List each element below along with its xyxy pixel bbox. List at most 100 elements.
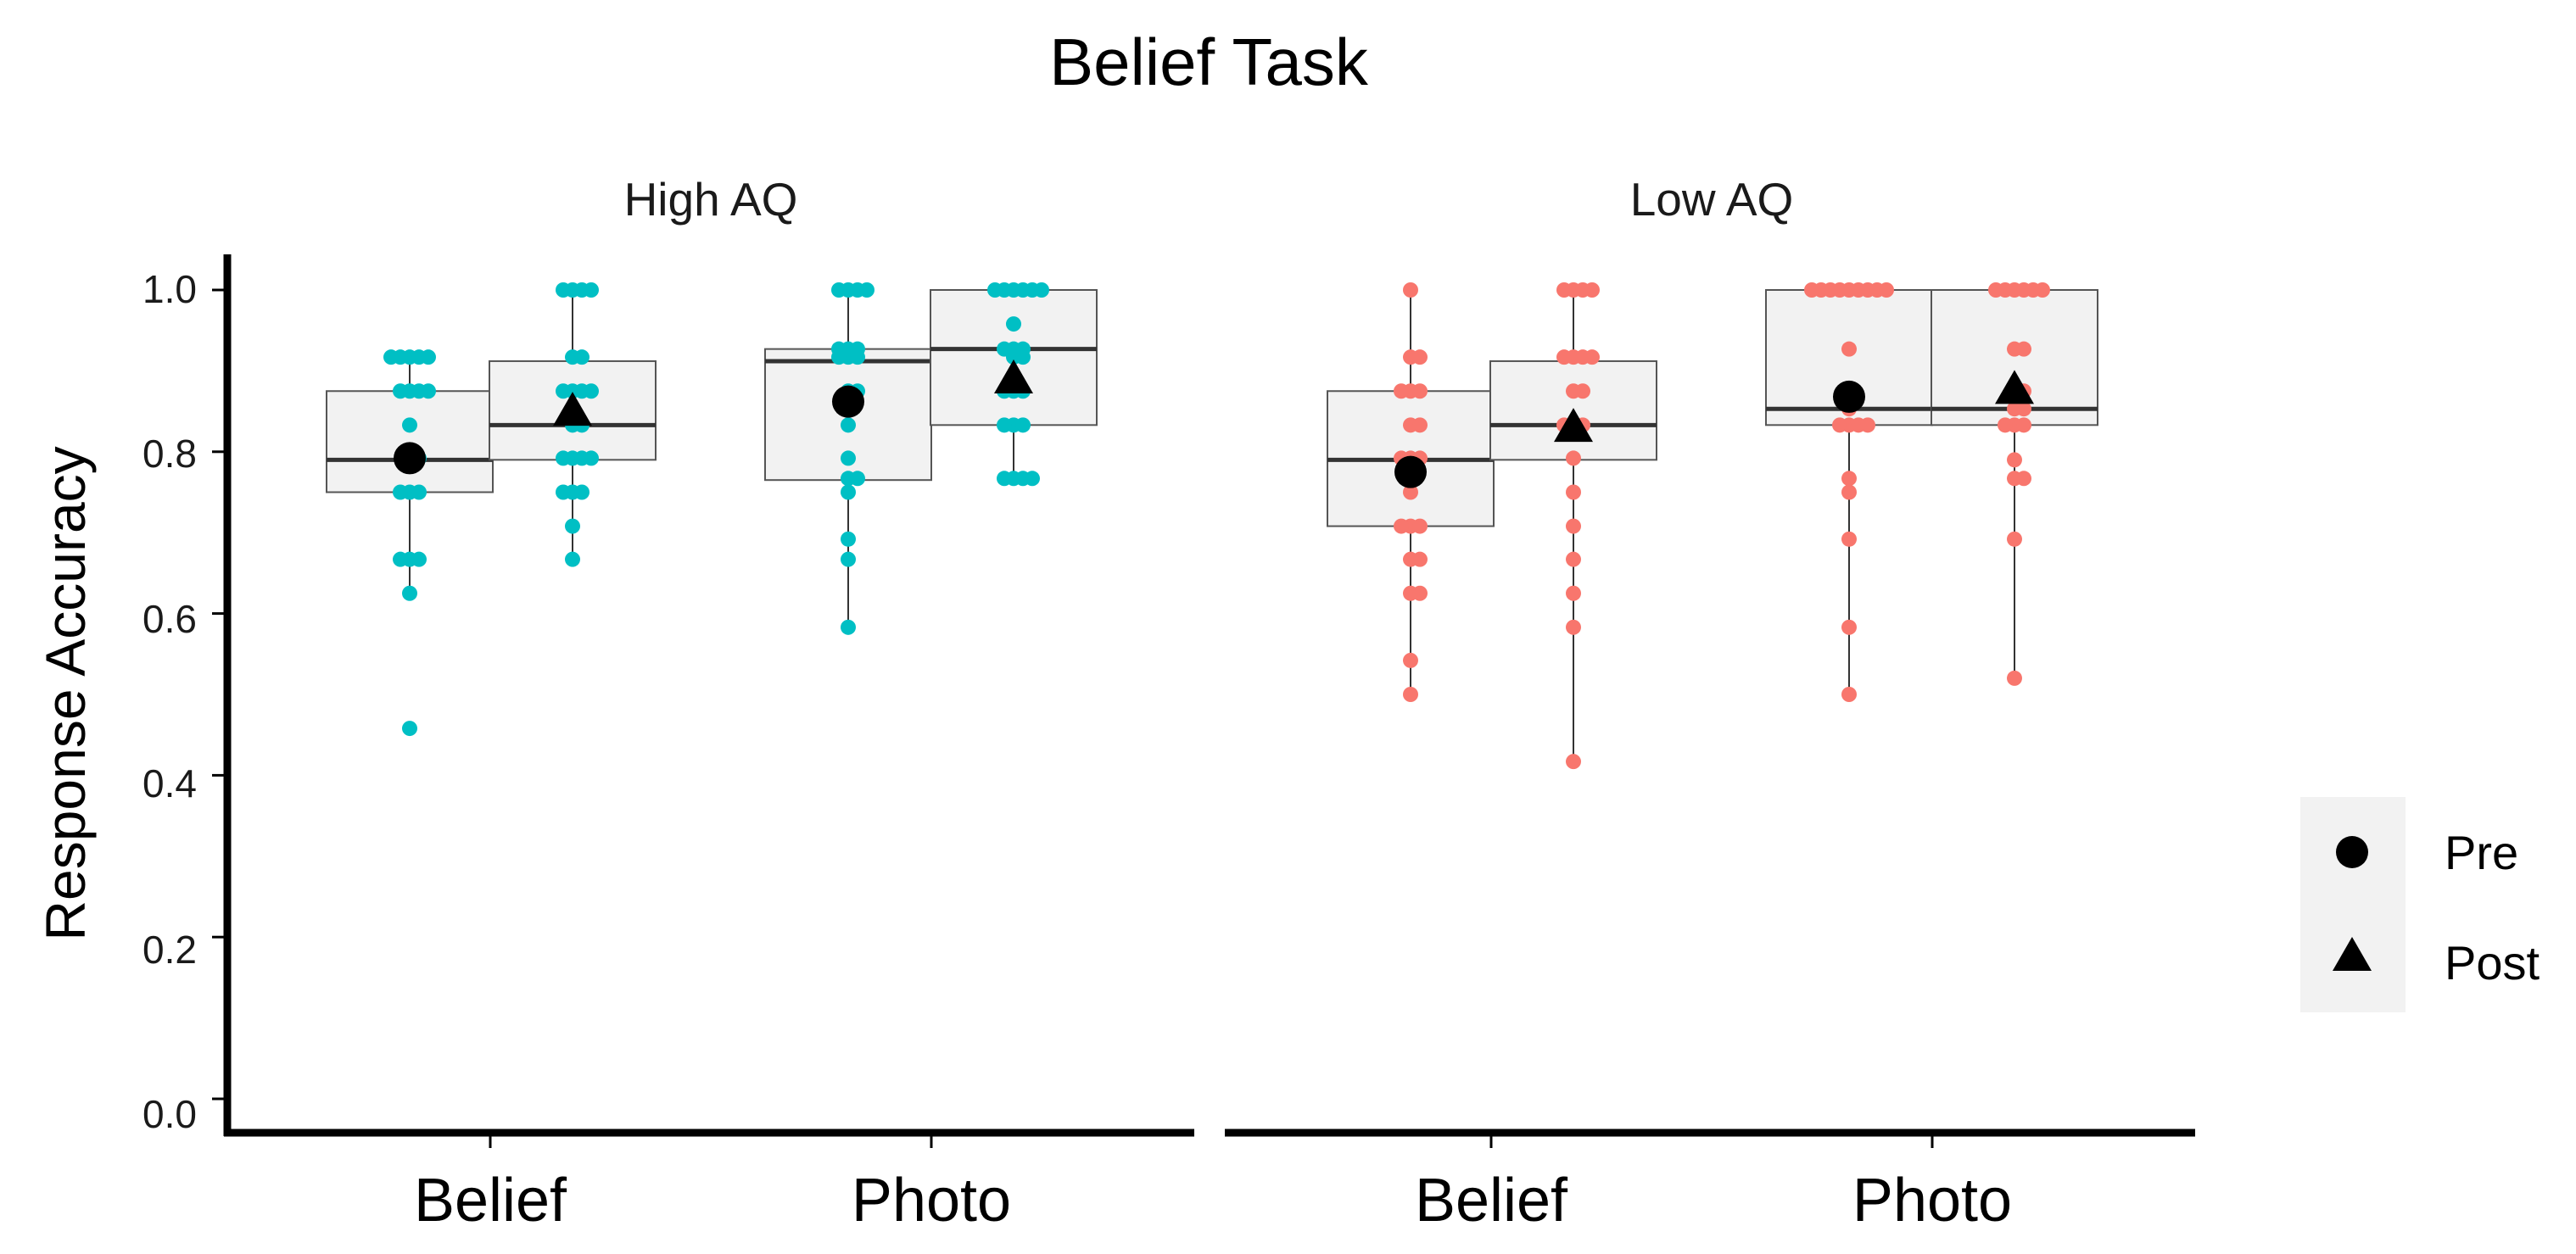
data-point-high-aq-belief-pre-3	[421, 349, 436, 365]
data-point-high-aq-belief-pre-13	[411, 484, 427, 500]
y-tick-label-0.2: 0.2	[142, 928, 197, 972]
data-point-low-aq-photo-post-15	[2007, 452, 2022, 468]
y-tick-label-0.4: 0.4	[142, 761, 197, 805]
data-point-low-aq-belief-pre-19	[1403, 652, 1418, 668]
data-point-high-aq-belief-post-3	[584, 282, 599, 298]
data-point-low-aq-belief-pre-0	[1403, 282, 1418, 298]
data-point-high-aq-belief-post-19	[565, 518, 580, 534]
data-point-high-aq-photo-pre-16	[841, 484, 856, 500]
panel-high-aq: High AQ Belief Photo	[224, 173, 1194, 1234]
data-point-high-aq-photo-pre-17	[841, 531, 856, 547]
mean-marker-high-aq-belief-pre	[394, 442, 426, 475]
data-point-high-aq-photo-pre-18	[841, 551, 856, 567]
data-point-low-aq-belief-pre-14	[1394, 518, 1409, 534]
data-point-low-aq-photo-post-18	[2007, 531, 2022, 547]
strip-label-high-aq: High AQ	[624, 173, 798, 226]
data-point-high-aq-belief-post-14	[556, 450, 571, 466]
data-point-high-aq-belief-pre-19	[402, 721, 417, 737]
data-point-high-aq-belief-pre-7	[393, 383, 408, 399]
chart-title: Belief Task	[1049, 25, 1369, 99]
data-point-high-aq-photo-pre-9	[831, 349, 847, 365]
data-point-high-aq-photo-pre-13	[841, 450, 856, 466]
data-point-low-aq-belief-pre-13	[1412, 518, 1428, 534]
x-tick-label-belief-high-aq: Belief	[414, 1167, 567, 1234]
data-point-low-aq-belief-post-2	[1556, 282, 1572, 298]
data-point-low-aq-belief-pre-4	[1412, 383, 1428, 399]
panel-low-aq-groups	[1327, 282, 2098, 770]
data-point-high-aq-belief-pre-4	[383, 349, 399, 365]
data-point-high-aq-photo-post-16	[1015, 417, 1031, 433]
legend-label-post: Post	[2445, 936, 2540, 989]
data-point-low-aq-photo-post-19	[2007, 670, 2022, 686]
data-point-high-aq-belief-post-8	[556, 383, 571, 399]
data-point-high-aq-belief-pre-14	[393, 484, 408, 500]
legend-pre-circle-icon	[2336, 836, 2368, 868]
x-tick-label-photo-low-aq: Photo	[1852, 1167, 2012, 1234]
data-point-high-aq-photo-post-21	[1025, 471, 1040, 487]
data-point-low-aq-belief-post-6	[1556, 349, 1572, 365]
data-point-low-aq-belief-post-9	[1575, 383, 1590, 399]
data-point-low-aq-photo-pre-14	[1860, 417, 1875, 433]
panel-high-aq-groups	[326, 282, 1098, 737]
data-point-low-aq-belief-pre-11	[1403, 484, 1418, 500]
data-point-low-aq-belief-pre-2	[1412, 349, 1428, 365]
data-point-low-aq-photo-pre-9	[1841, 341, 1857, 357]
mean-marker-low-aq-belief-pre	[1394, 455, 1427, 488]
data-point-low-aq-belief-post-7	[1584, 349, 1600, 365]
data-point-low-aq-photo-post-13	[2016, 417, 2031, 433]
data-point-low-aq-photo-post-5	[2035, 282, 2050, 298]
data-point-low-aq-belief-pre-16	[1412, 551, 1428, 567]
data-point-low-aq-photo-pre-8	[1804, 282, 1819, 298]
data-point-high-aq-photo-post-6	[1006, 316, 1021, 332]
mean-marker-low-aq-photo-post	[1995, 370, 2034, 404]
data-point-low-aq-belief-post-17	[1566, 585, 1581, 601]
data-point-high-aq-photo-post-17	[997, 417, 1012, 433]
y-axis: 1.0 0.8 0.6 0.4 0.2 0.0	[142, 254, 232, 1136]
data-point-high-aq-belief-post-15	[584, 450, 599, 466]
data-point-high-aq-belief-pre-9	[402, 417, 417, 433]
data-point-high-aq-photo-post-5	[1034, 282, 1049, 298]
data-point-low-aq-belief-pre-20	[1403, 687, 1418, 702]
y-tick-label-0.8: 0.8	[142, 432, 197, 476]
mean-marker-high-aq-photo-pre	[832, 385, 864, 418]
data-point-high-aq-photo-post-11	[1015, 349, 1031, 365]
data-point-high-aq-belief-post-17	[574, 484, 590, 500]
data-point-high-aq-photo-post-20	[997, 471, 1012, 487]
data-point-high-aq-photo-post-4	[987, 282, 1003, 298]
legend-label-pre: Pre	[2445, 826, 2518, 879]
y-tick-label-1.0: 1.0	[142, 267, 197, 311]
data-point-low-aq-belief-post-14	[1566, 484, 1581, 500]
data-point-high-aq-belief-pre-8	[421, 383, 436, 399]
y-axis-label: Response Accuracy	[34, 446, 97, 940]
data-point-low-aq-photo-pre-16	[1841, 484, 1857, 500]
data-point-high-aq-belief-post-9	[584, 383, 599, 399]
x-tick-label-belief-low-aq: Belief	[1415, 1167, 1568, 1234]
data-point-high-aq-photo-pre-19	[841, 619, 856, 635]
box-high-aq-belief-pre	[326, 390, 494, 493]
data-point-low-aq-belief-post-19	[1566, 754, 1581, 770]
mean-marker-high-aq-photo-post	[994, 359, 1033, 393]
data-point-low-aq-photo-pre-15	[1841, 471, 1857, 487]
data-point-high-aq-photo-pre-2	[831, 282, 847, 298]
data-point-low-aq-belief-pre-7	[1412, 417, 1428, 433]
data-point-low-aq-photo-pre-17	[1841, 531, 1857, 547]
y-tick-label-0.0: 0.0	[142, 1092, 197, 1136]
data-point-high-aq-photo-pre-15	[850, 471, 865, 487]
legend: Pre Post	[2300, 797, 2540, 1012]
data-point-low-aq-belief-post-16	[1566, 551, 1581, 567]
x-tick-label-photo-high-aq: Photo	[852, 1167, 1011, 1234]
data-point-high-aq-belief-post-2	[556, 282, 571, 298]
data-point-low-aq-photo-pre-13	[1832, 417, 1847, 433]
data-point-low-aq-photo-post-7	[2016, 341, 2031, 357]
data-point-high-aq-photo-pre-8	[850, 349, 865, 365]
strip-label-low-aq: Low AQ	[1630, 173, 1794, 226]
data-point-low-aq-photo-pre-7	[1879, 282, 1894, 298]
data-point-low-aq-belief-pre-18	[1412, 585, 1428, 601]
data-point-high-aq-belief-pre-16	[411, 551, 427, 567]
mean-marker-low-aq-photo-pre	[1833, 380, 1865, 413]
data-point-low-aq-photo-pre-19	[1841, 687, 1857, 702]
data-point-low-aq-photo-post-4	[1988, 282, 2003, 298]
mean-marker-low-aq-belief-post	[1554, 408, 1593, 443]
data-point-low-aq-belief-post-18	[1566, 619, 1581, 635]
